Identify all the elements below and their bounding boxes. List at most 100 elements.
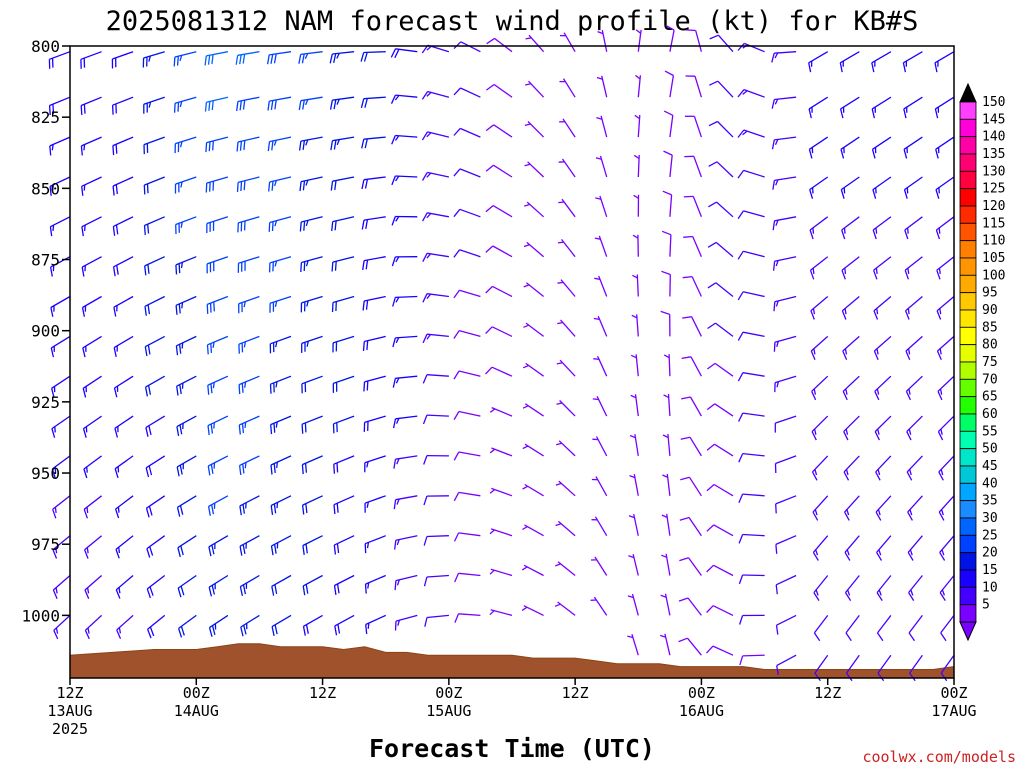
wind-barb [80, 51, 102, 69]
wind-barb [423, 454, 449, 465]
wind-barb [874, 375, 892, 401]
wind-barb [937, 415, 955, 441]
colorbar-label: 105 [982, 251, 1005, 266]
wind-barb [808, 96, 829, 119]
colorbar-cell [959, 240, 977, 259]
wind-barb [522, 524, 544, 537]
wind-barb [706, 443, 734, 457]
wind-barb [206, 295, 229, 314]
wind-barb [661, 553, 671, 576]
colorbar-cell [959, 361, 977, 380]
wind-barb [523, 282, 545, 298]
wind-barb [738, 574, 765, 585]
wind-barbs [48, 24, 955, 682]
wind-barb [394, 535, 418, 550]
wind-barb [454, 613, 481, 623]
x-tick-label: 15AUG [426, 702, 471, 720]
wind-barb [681, 396, 702, 417]
wind-barb [906, 415, 923, 441]
wind-barb [909, 654, 923, 682]
x-tick-label: 12Z [814, 684, 841, 702]
wind-barb [812, 535, 829, 561]
wind-barb [635, 74, 642, 98]
wind-barb [938, 495, 955, 521]
wind-barb [239, 495, 260, 516]
wind-barb [632, 234, 639, 257]
wind-barb [809, 216, 829, 240]
wind-barb [814, 654, 829, 682]
credit-link[interactable]: coolwx.com/models [862, 748, 1016, 766]
wind-barb [809, 256, 829, 280]
wind-barb [557, 319, 576, 337]
wind-barb [486, 83, 513, 98]
wind-barb [485, 245, 513, 258]
wind-barb [175, 216, 197, 235]
wind-barb [737, 129, 765, 138]
wind-barb [334, 614, 355, 636]
wind-barb [51, 455, 71, 479]
wind-barb [237, 256, 260, 273]
wind-barb [940, 654, 955, 682]
wind-barb [392, 375, 418, 388]
wind-barb [593, 355, 608, 377]
wind-barb [207, 375, 229, 395]
wind-barb [361, 176, 386, 190]
wind-barb [709, 80, 734, 98]
wind-barb [364, 495, 386, 513]
wind-barb [905, 375, 923, 401]
wind-barb [240, 614, 260, 637]
wind-barb [51, 415, 71, 438]
wind-barb [905, 335, 923, 360]
wind-barb [876, 615, 892, 642]
wind-barb [362, 295, 386, 311]
wind-barb [485, 326, 513, 337]
wind-barb [454, 572, 481, 583]
wind-barb [392, 415, 418, 429]
wind-barb [112, 256, 134, 277]
wind-barb [207, 415, 229, 436]
colorbar-label: 120 [982, 199, 1005, 214]
wind-barb [596, 115, 608, 138]
colorbar-cell [959, 222, 977, 242]
wind-barb [302, 535, 323, 555]
wind-barb [332, 415, 355, 434]
wind-barb [522, 443, 544, 457]
wind-barb [663, 354, 671, 377]
wind-barb [684, 155, 703, 178]
wind-barb [591, 476, 608, 497]
wind-barb [678, 597, 702, 616]
wind-barb [841, 216, 860, 240]
wind-barb [873, 296, 892, 320]
wind-barb [709, 34, 734, 53]
colorbar-label: 35 [982, 494, 998, 509]
wind-barb [360, 96, 386, 109]
wind-barb [391, 175, 418, 186]
wind-barb [50, 375, 71, 398]
wind-barb [142, 51, 165, 68]
wind-barb [298, 51, 323, 64]
wind-barb [684, 115, 703, 138]
wind-barb [629, 474, 639, 496]
wind-barb [177, 535, 197, 558]
wind-barb [267, 136, 292, 152]
wind-barb [875, 455, 892, 481]
wind-barb [876, 575, 892, 601]
wind-barb [811, 415, 829, 441]
wind-barb [521, 564, 544, 577]
wind-barb [738, 614, 765, 625]
wind-barb [811, 455, 829, 481]
wind-barb [115, 535, 134, 559]
colorbar-label: 150 [982, 95, 1005, 110]
wind-barb [679, 557, 702, 576]
wind-barb [239, 574, 260, 597]
colorbar-label: 130 [982, 164, 1005, 179]
wind-barb [392, 295, 418, 307]
wind-barb [267, 96, 292, 111]
wind-barb [593, 315, 608, 337]
wind-barb [907, 535, 923, 561]
wind-barb [204, 96, 229, 112]
wind-barb [269, 295, 292, 313]
wind-barb [485, 366, 513, 377]
wind-barb [270, 495, 292, 515]
wind-barb [82, 335, 102, 358]
